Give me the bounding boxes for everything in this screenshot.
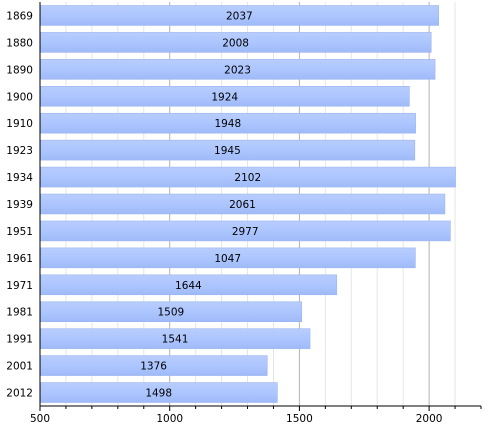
category-label-1923: 1923: [6, 145, 33, 157]
category-label-1961: 1961: [6, 253, 33, 265]
category-label-2012: 2012: [6, 388, 33, 400]
data-label-1951: 2977: [232, 226, 259, 238]
data-label-2001: 1376: [140, 361, 167, 373]
data-label-1890: 2023: [224, 64, 251, 76]
category-label-1890: 1890: [6, 64, 33, 76]
x-tick-label-2000: 2000: [416, 413, 443, 425]
category-label-1869: 1869: [6, 10, 33, 22]
data-label-1934: 2102: [234, 172, 261, 184]
data-label-1971: 1644: [175, 280, 202, 292]
category-label-1900: 1900: [6, 91, 33, 103]
data-label-1900: 1924: [211, 91, 238, 103]
x-tick-label-1500: 1500: [286, 413, 313, 425]
category-label-1991: 1991: [6, 334, 33, 346]
category-label-2001: 2001: [6, 361, 33, 373]
category-label-1939: 1939: [6, 199, 33, 211]
category-label-1951: 1951: [6, 226, 33, 238]
data-label-1869: 2037: [226, 10, 253, 22]
category-label-1934: 1934: [6, 172, 33, 184]
category-label-1971: 1971: [6, 280, 33, 292]
data-label-1910: 1948: [214, 118, 241, 130]
data-label-1880: 2008: [222, 37, 249, 49]
category-label-1910: 1910: [6, 118, 33, 130]
category-label-1981: 1981: [6, 307, 33, 319]
x-tick-label-1000: 1000: [156, 413, 183, 425]
axis-layer: 1869 1880 1890 1900 1910 1923 1934 1939 1951 1961…: [6, 2, 482, 425]
data-label-1923: 1945: [214, 145, 241, 157]
data-label-1939: 2061: [229, 199, 256, 211]
x-tick-label-500: 500: [30, 413, 50, 425]
data-label-1961: 1047: [214, 253, 241, 265]
bar-layer: 2037 2008 2023 1924 1948 1945 2102 2061 2977 1047…: [40, 5, 456, 403]
data-label-2012: 1498: [145, 388, 172, 400]
data-label-1981: 1509: [158, 307, 185, 319]
data-label-1991: 1541: [162, 334, 189, 346]
category-label-1880: 1880: [6, 37, 33, 49]
